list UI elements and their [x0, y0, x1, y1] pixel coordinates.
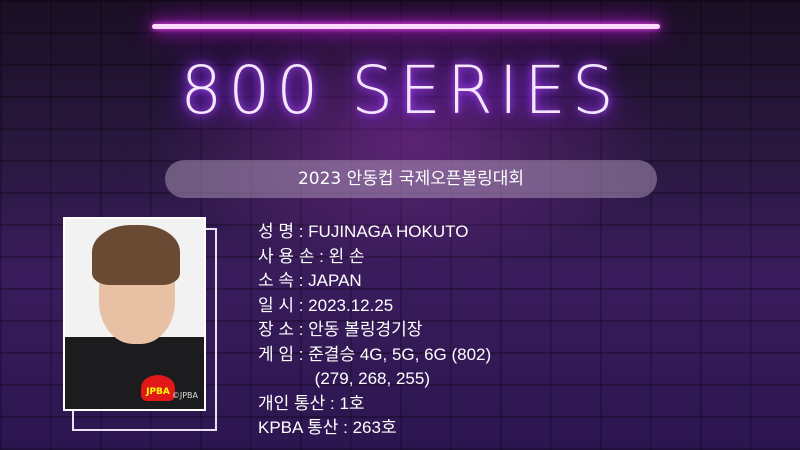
info-affiliation: 소 속 : JAPAN — [258, 271, 362, 290]
neon-glow — [150, 10, 670, 270]
event-banner: 2023 안동컵 국제오픈볼링대회 — [165, 160, 657, 198]
photo-watermark: ©JPBA — [171, 391, 198, 400]
info-scores: (279, 268, 255) — [258, 369, 430, 388]
player-photo: JPBA ©JPBA — [63, 217, 206, 411]
info-personal-count: 개인 통산 : 1호 — [258, 393, 365, 413]
info-venue: 장 소 : 안동 볼링경기장 — [258, 320, 423, 339]
player-info: 성 명 : FUJINAGA HOKUTO 사 용 손 : 왼 손 소 속 : … — [258, 220, 491, 441]
info-name: 성 명 : FUJINAGA HOKUTO — [258, 222, 469, 241]
player-hair — [92, 225, 180, 285]
jpba-logo: JPBA — [141, 375, 175, 401]
info-kpba-count: KPBA 통산 : 263호 — [258, 418, 397, 437]
neon-bar — [152, 24, 660, 29]
info-games: 게 임 : 준결승 4G, 5G, 6G (802) — [258, 344, 492, 364]
page-title: 800 SERIES — [180, 52, 620, 129]
info-hand: 사 용 손 : 왼 손 — [258, 246, 365, 266]
info-date: 일 시 : 2023.12.25 — [258, 295, 394, 315]
